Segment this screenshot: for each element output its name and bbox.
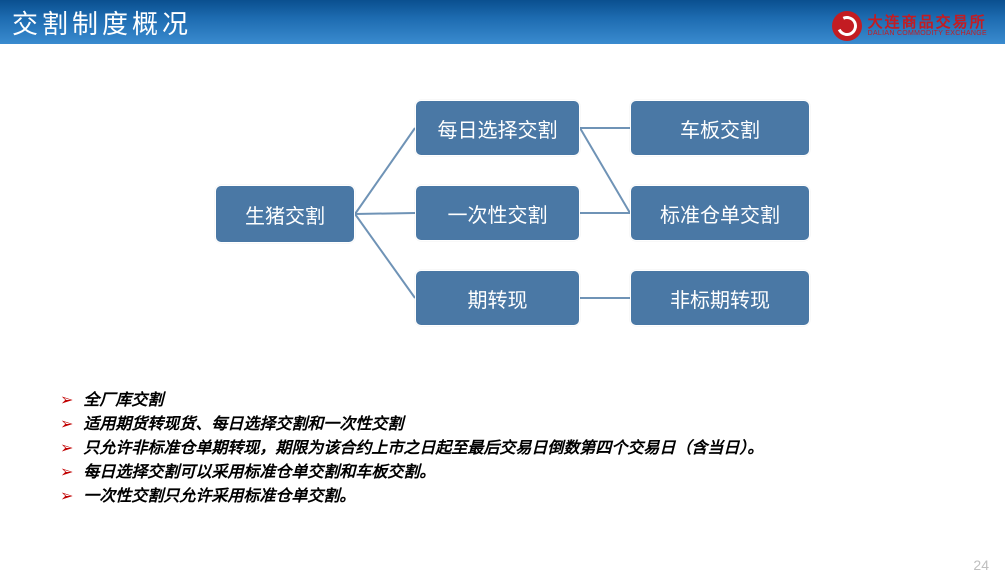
delivery-tree-diagram: 生猪交割 每日选择交割一次性交割期转现 车板交割标准仓单交割非标期转现 [0, 70, 1005, 350]
brand-name-en: DALIAN COMMODITY EXCHANGE [868, 30, 987, 37]
bullet-marker-icon: ➢ [60, 462, 73, 484]
node-efp: 期转现 [415, 270, 580, 326]
node-nonstd: 非标期转现 [630, 270, 810, 326]
bullet-item: ➢ 只允许非标准仓单期转现，期限为该合约上市之日起至最后交易日倒数第四个交易日（含… [60, 438, 940, 460]
node-daily: 每日选择交割 [415, 100, 580, 156]
page-number: 24 [973, 557, 989, 573]
brand-logo-icon [832, 11, 862, 41]
node-root: 生猪交割 [215, 185, 355, 243]
brand-logo-text: 大连商品交易所 DALIAN COMMODITY EXCHANGE [868, 15, 987, 37]
bullet-marker-icon: ➢ [60, 438, 73, 460]
bullet-marker-icon: ➢ [60, 390, 73, 412]
bullet-text: 适用期货转现货、每日选择交割和一次性交割 [83, 414, 403, 436]
bullet-marker-icon: ➢ [60, 414, 73, 436]
brand-name-cn: 大连商品交易所 [868, 15, 987, 30]
bullet-text: 每日选择交割可以采用标准仓单交割和车板交割。 [83, 462, 435, 484]
slide-title: 交割制度概况 [12, 4, 192, 41]
bullet-item: ➢ 每日选择交割可以采用标准仓单交割和车板交割。 [60, 462, 940, 484]
node-truck: 车板交割 [630, 100, 810, 156]
bullet-item: ➢ 一次性交割只允许采用标准仓单交割。 [60, 486, 940, 508]
bullet-text: 只允许非标准仓单期转现，期限为该合约上市之日起至最后交易日倒数第四个交易日（含当… [83, 438, 763, 460]
bullet-item: ➢ 适用期货转现货、每日选择交割和一次性交割 [60, 414, 940, 436]
bullet-list: ➢ 全厂库交割 ➢ 适用期货转现货、每日选择交割和一次性交割 ➢ 只允许非标准仓单期转现，… [60, 390, 940, 510]
bullet-text: 全厂库交割 [83, 390, 163, 412]
slide-header: 交割制度概况 大连商品交易所 DALIAN COMMODITY EXCHANGE [0, 0, 1005, 44]
brand-logo: 大连商品交易所 DALIAN COMMODITY EXCHANGE [832, 8, 987, 44]
node-wr: 标准仓单交割 [630, 185, 810, 241]
bullet-marker-icon: ➢ [60, 486, 73, 508]
bullet-text: 一次性交割只允许采用标准仓单交割。 [83, 486, 355, 508]
bullet-item: ➢ 全厂库交割 [60, 390, 940, 412]
node-once: 一次性交割 [415, 185, 580, 241]
